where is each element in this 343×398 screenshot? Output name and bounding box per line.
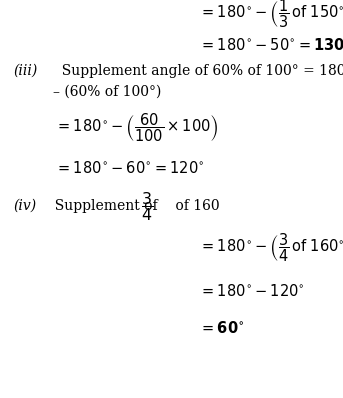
Text: (iv): (iv) [14, 199, 37, 213]
Text: Supplement angle of 60% of 100° = 180°: Supplement angle of 60% of 100° = 180° [53, 64, 343, 78]
Text: $=180^{\circ}-120^{\circ}$: $=180^{\circ}-120^{\circ}$ [199, 283, 305, 298]
Text: $\dfrac{3}{4}$: $\dfrac{3}{4}$ [141, 190, 153, 222]
Text: of 160: of 160 [171, 199, 220, 213]
Text: (iii): (iii) [14, 64, 38, 78]
Text: – (60% of 100°): – (60% of 100°) [53, 84, 162, 99]
Text: $=\mathbf{60^{\circ}}$: $=\mathbf{60^{\circ}}$ [199, 320, 244, 336]
Text: Supplement of: Supplement of [46, 199, 162, 213]
Text: $=180^{\circ}-\left(\dfrac{3}{4}\,\mathrm{of}\;160^{\circ}\right)$: $=180^{\circ}-\left(\dfrac{3}{4}\,\mathr… [199, 231, 343, 264]
Text: $=180^{\circ}-\left(\dfrac{60}{100}\times100\right)$: $=180^{\circ}-\left(\dfrac{60}{100}\time… [55, 111, 218, 144]
Text: $=180^{\circ}-50^{\circ}=\mathbf{130^{\circ}}$: $=180^{\circ}-50^{\circ}=\mathbf{130^{\c… [199, 37, 343, 53]
Text: $=180^{\circ}-\left(\dfrac{1}{3}\,\mathrm{of}\;150^{\circ}\right)$: $=180^{\circ}-\left(\dfrac{1}{3}\,\mathr… [199, 0, 343, 30]
Text: $=180^{\circ}-60^{\circ}=120^{\circ}$: $=180^{\circ}-60^{\circ}=120^{\circ}$ [55, 160, 204, 176]
